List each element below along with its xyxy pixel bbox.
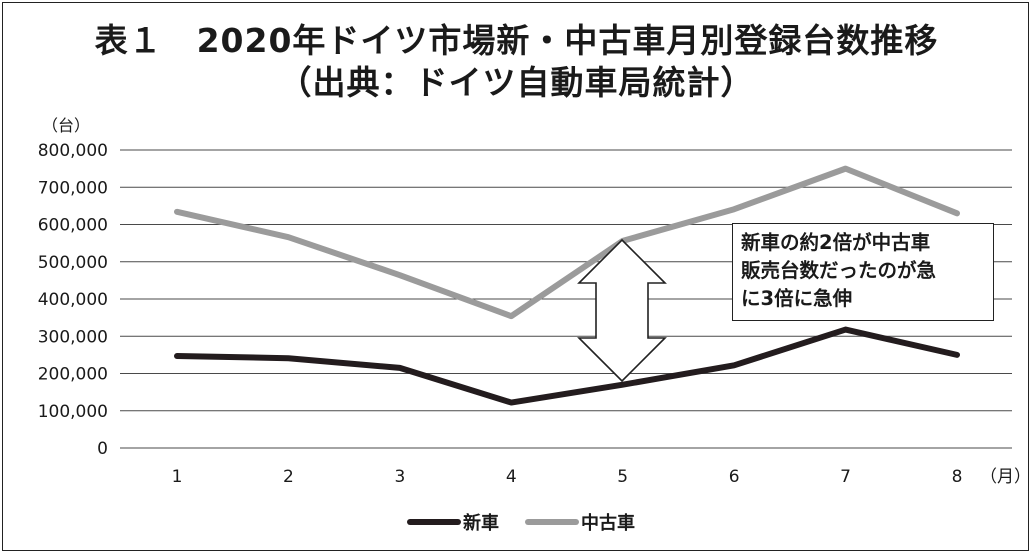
y-tick-label: 0 bbox=[97, 439, 108, 459]
y-axis-unit: （台） bbox=[42, 116, 90, 135]
y-tick-label: 600,000 bbox=[38, 216, 108, 236]
legend: 新車 中古車 bbox=[407, 512, 635, 534]
series-lines bbox=[174, 165, 960, 406]
grid-lines bbox=[120, 149, 1012, 449]
x-tick-label: 3 bbox=[394, 467, 405, 487]
x-tick-label: 5 bbox=[617, 467, 628, 487]
y-tick-label: 300,000 bbox=[38, 327, 108, 347]
x-tick-label: 8 bbox=[952, 467, 963, 487]
y-tick-label: 400,000 bbox=[38, 290, 108, 310]
x-axis-ticks: 1 2 3 4 5 6 7 8 bbox=[172, 467, 963, 487]
x-tick-label: 4 bbox=[506, 467, 517, 487]
y-tick-label: 800,000 bbox=[38, 141, 108, 161]
y-tick-label: 500,000 bbox=[38, 253, 108, 273]
y-tick-label: 700,000 bbox=[38, 178, 108, 198]
chart-title-line2: （出典：ドイツ自動車局統計） bbox=[278, 63, 755, 102]
series-line-used-cars bbox=[174, 165, 960, 320]
x-tick-label: 7 bbox=[840, 467, 851, 487]
legend-label: 中古車 bbox=[581, 512, 635, 534]
y-tick-label: 200,000 bbox=[38, 365, 108, 385]
chart-title-line1: 表１ 2020年ドイツ市場新・中古車月別登録台数推移 bbox=[94, 21, 939, 60]
double-arrow bbox=[577, 238, 667, 383]
y-tick-label: 100,000 bbox=[38, 402, 108, 422]
x-axis-unit: （月） bbox=[980, 467, 1031, 487]
x-tick-label: 1 bbox=[172, 467, 183, 487]
x-tick-label: 6 bbox=[729, 467, 740, 487]
series-line-new-cars bbox=[174, 326, 960, 406]
double-arrow-icon bbox=[577, 238, 667, 383]
y-axis-ticks: 0 100,000 200,000 300,000 400,000 500,000 600,… bbox=[38, 141, 108, 459]
legend-label: 新車 bbox=[463, 512, 499, 534]
annotation-box: 新車の約2倍が中古車 販売台数だったのが急 に3倍に急伸 bbox=[732, 223, 994, 321]
x-tick-label: 2 bbox=[283, 467, 294, 487]
